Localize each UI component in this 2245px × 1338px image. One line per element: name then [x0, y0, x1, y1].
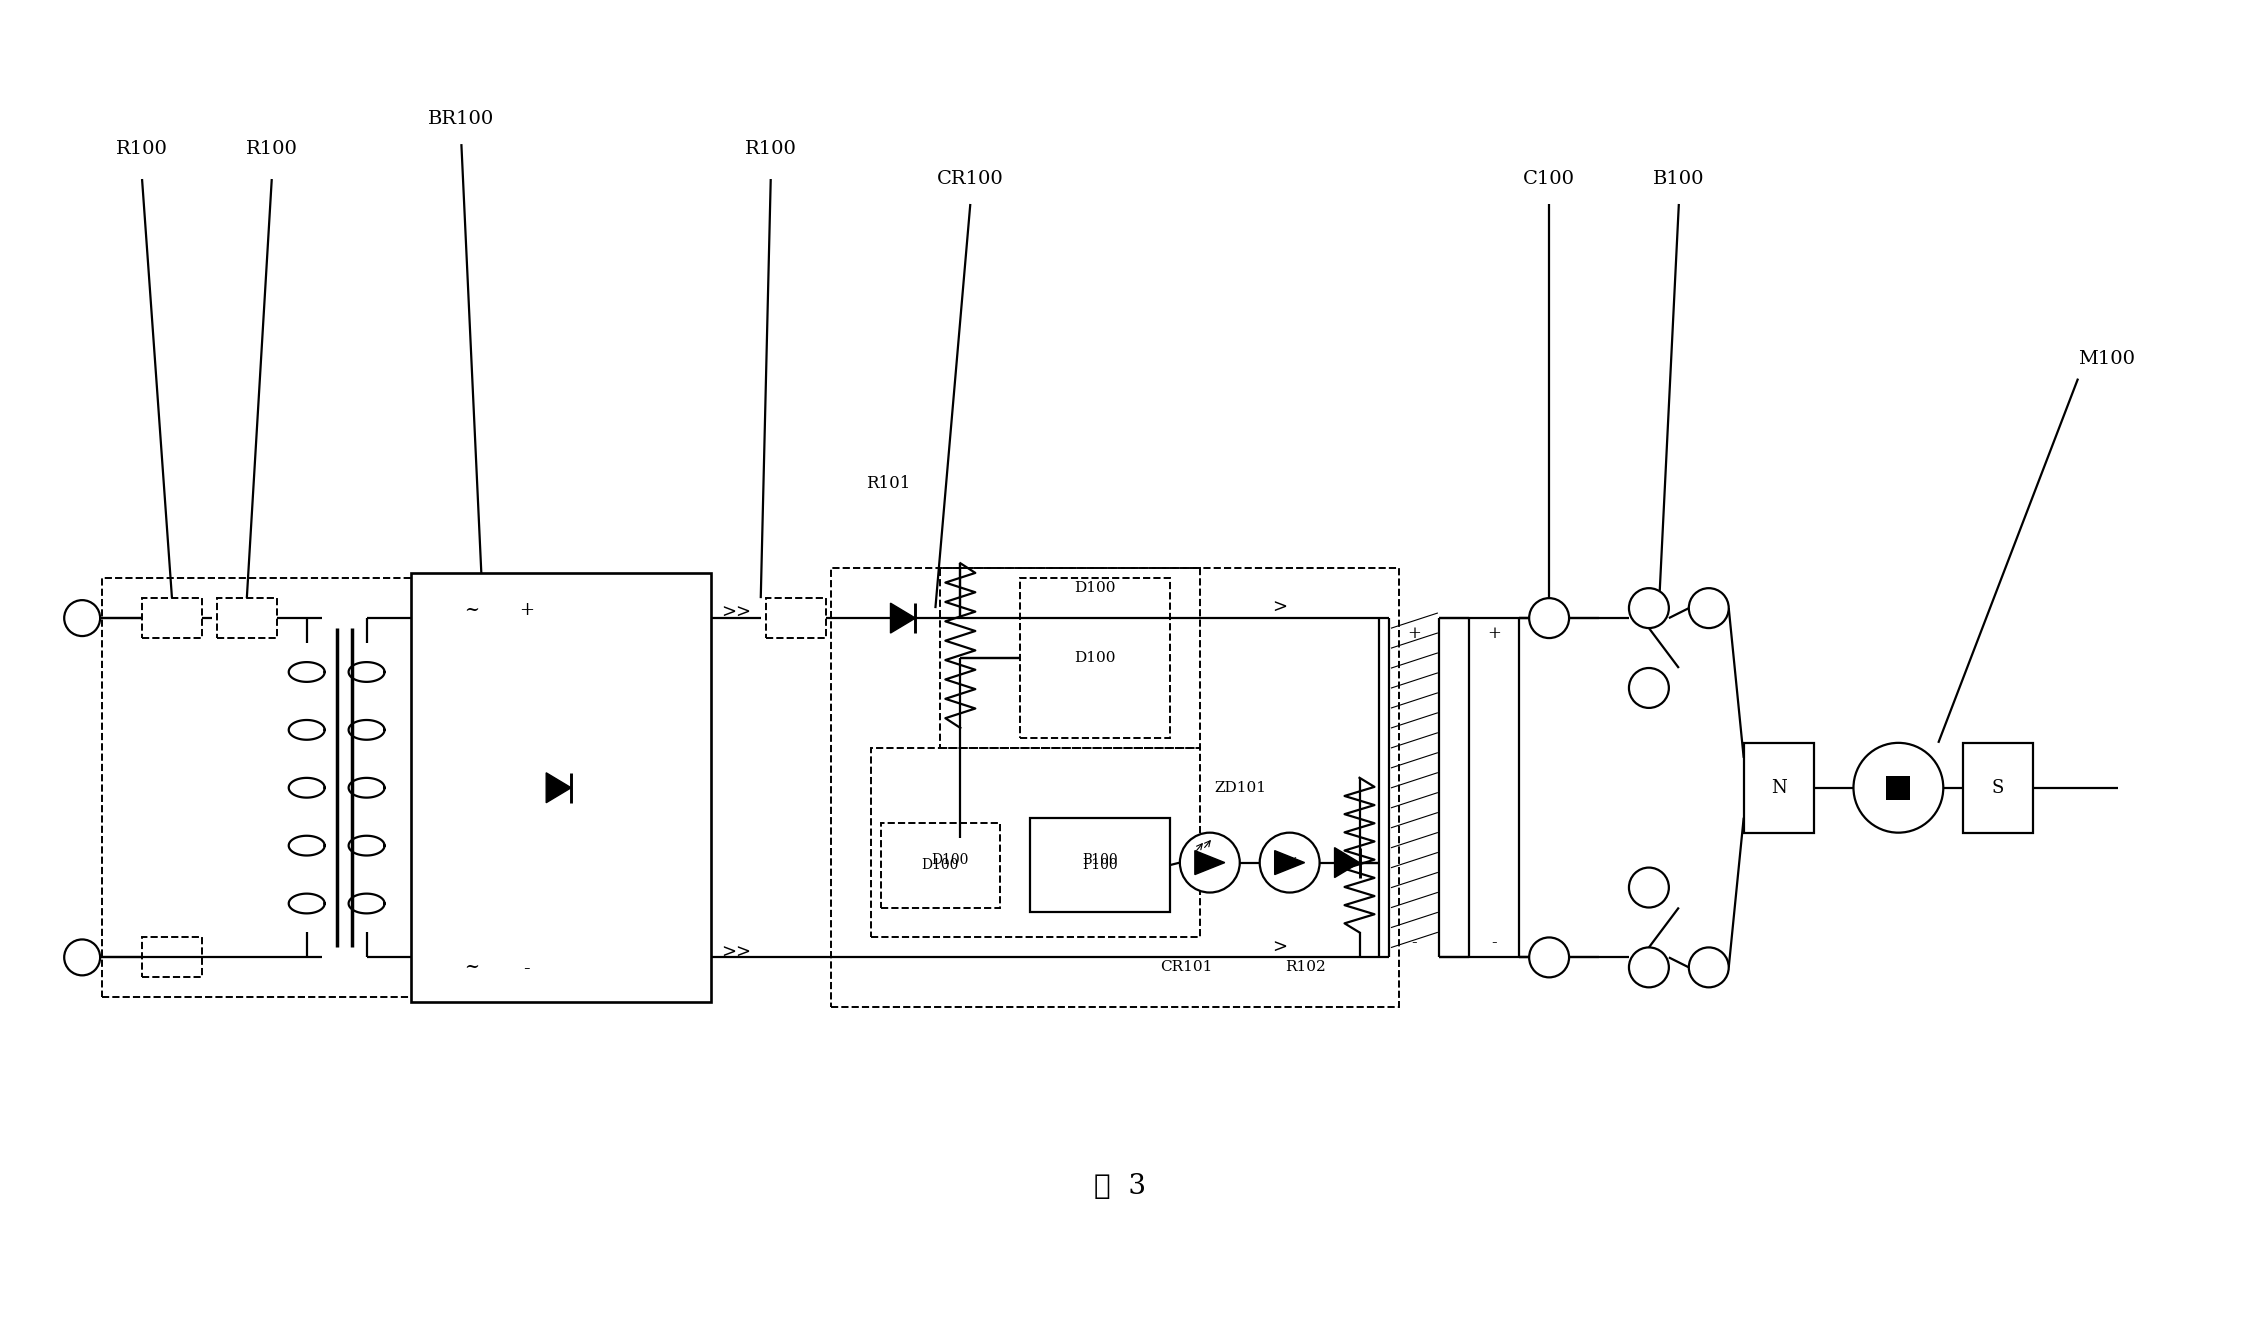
Text: M100: M100: [2079, 349, 2135, 368]
Bar: [1744, 743, 1814, 832]
Text: +: +: [1408, 625, 1421, 642]
Text: N: N: [1771, 779, 1787, 796]
Text: ~: ~: [465, 958, 478, 977]
Text: >: >: [1273, 938, 1286, 957]
Bar: [1886, 776, 1910, 800]
Text: >: >: [1273, 599, 1286, 617]
Circle shape: [1630, 867, 1668, 907]
Text: D100: D100: [1075, 581, 1116, 595]
Bar: [871, 748, 1199, 938]
Circle shape: [1688, 947, 1729, 987]
Bar: [218, 598, 276, 638]
Bar: [880, 823, 1001, 907]
Text: R101: R101: [867, 475, 911, 492]
Polygon shape: [1275, 851, 1304, 875]
Text: +: +: [519, 601, 534, 619]
Circle shape: [1259, 832, 1320, 892]
Text: -: -: [1491, 934, 1497, 951]
Text: ~: ~: [465, 601, 478, 619]
Circle shape: [1688, 589, 1729, 628]
Circle shape: [1630, 668, 1668, 708]
Circle shape: [65, 601, 101, 636]
Circle shape: [65, 939, 101, 975]
Text: P100: P100: [1082, 858, 1118, 872]
Polygon shape: [1194, 851, 1226, 875]
Text: -: -: [1412, 934, 1417, 951]
Bar: [411, 573, 712, 1002]
Circle shape: [1854, 743, 1944, 832]
Bar: [766, 598, 826, 638]
Text: BR100: BR100: [429, 110, 494, 128]
Bar: [101, 578, 691, 997]
Circle shape: [1181, 832, 1239, 892]
Text: C100: C100: [1522, 170, 1576, 189]
Polygon shape: [1334, 848, 1360, 878]
Text: >>: >>: [721, 605, 750, 622]
Text: D100: D100: [932, 852, 970, 867]
Text: >>: >>: [721, 943, 750, 962]
Bar: [941, 569, 1199, 748]
Text: 图  3: 图 3: [1093, 1173, 1145, 1200]
Bar: [1030, 818, 1170, 913]
Text: S: S: [1991, 779, 2005, 796]
Text: CR101: CR101: [1161, 961, 1212, 974]
Polygon shape: [546, 773, 570, 803]
Text: R100: R100: [247, 140, 299, 158]
Text: CR100: CR100: [936, 170, 1004, 189]
Circle shape: [1529, 938, 1569, 977]
Text: R100: R100: [745, 140, 797, 158]
Bar: [141, 598, 202, 638]
Text: +: +: [1486, 625, 1502, 642]
Circle shape: [1630, 947, 1668, 987]
Text: D100: D100: [923, 858, 959, 872]
Circle shape: [1630, 589, 1668, 628]
Text: w: w: [1286, 855, 1295, 864]
Bar: [1019, 578, 1170, 737]
Text: P100: P100: [1082, 852, 1118, 867]
Polygon shape: [891, 603, 916, 633]
Text: -: -: [523, 961, 530, 978]
Bar: [1962, 743, 2034, 832]
Text: B100: B100: [1652, 170, 1704, 189]
Bar: [831, 569, 1399, 1008]
Text: ZD101: ZD101: [1215, 781, 1266, 795]
Text: D100: D100: [1075, 652, 1116, 665]
Text: R100: R100: [117, 140, 168, 158]
Text: R102: R102: [1284, 961, 1325, 974]
Circle shape: [1529, 598, 1569, 638]
Bar: [141, 938, 202, 977]
Text: A: A: [1893, 779, 1906, 796]
